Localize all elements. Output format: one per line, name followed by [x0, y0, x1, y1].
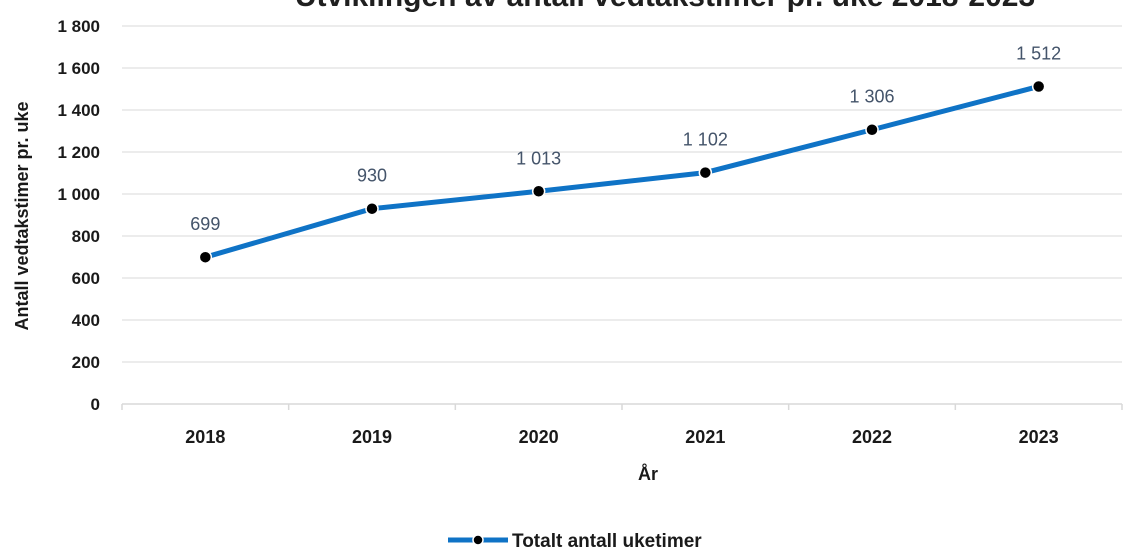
data-label: 1 102 [683, 130, 728, 150]
y-tick-label: 800 [72, 227, 100, 246]
data-label: 1 512 [1016, 43, 1061, 63]
y-tick-label: 200 [72, 353, 100, 372]
x-tick-label: 2022 [852, 427, 892, 447]
series-line [202, 83, 1042, 260]
y-tick-label: 0 [91, 395, 100, 414]
data-label: 1 013 [516, 148, 561, 168]
y-tick-label: 400 [72, 311, 100, 330]
y-axis-ticks: 0 200 400 600 800 1 000 1 200 1 400 1 600 1 800 [57, 17, 100, 414]
x-axis: 2018 2019 2020 2021 2022 2023 [121, 403, 1123, 447]
y-tick-label: 1 800 [57, 17, 100, 36]
y-tick-label: 1 400 [57, 101, 100, 120]
legend: Totalt antall uketimer [448, 531, 702, 552]
data-label: 1 306 [849, 87, 894, 107]
x-tick-label: 2018 [185, 427, 225, 447]
legend-label: Totalt antall uketimer [512, 531, 702, 552]
y-axis-title: Antall vedtakstimer pr. uke [12, 101, 32, 330]
y-tick-label: 600 [72, 269, 100, 288]
x-tick-label: 2023 [1019, 427, 1059, 447]
x-tick-label: 2019 [352, 427, 392, 447]
y-tick-label: 1 200 [57, 143, 100, 162]
series-layer: 699 930 1 013 1 102 1 306 1 512 [190, 43, 1061, 264]
data-point [698, 165, 713, 180]
x-tick-label: 2021 [685, 427, 725, 447]
data-point [1031, 79, 1046, 94]
x-axis-title: År [638, 464, 658, 484]
legend-marker-swatch [472, 534, 484, 546]
data-point [531, 184, 546, 199]
data-point [365, 201, 379, 216]
chart-title: Utviklingen av antall vedtakstimer pr. u… [295, 0, 1035, 13]
x-tick-label: 2020 [519, 427, 559, 447]
data-label: 699 [190, 214, 220, 234]
data-point [198, 250, 213, 264]
y-tick-label: 1 000 [57, 185, 100, 204]
gridlines [122, 25, 1122, 363]
y-tick-label: 1 600 [57, 59, 100, 78]
data-point [865, 122, 879, 137]
data-label: 930 [357, 166, 387, 186]
